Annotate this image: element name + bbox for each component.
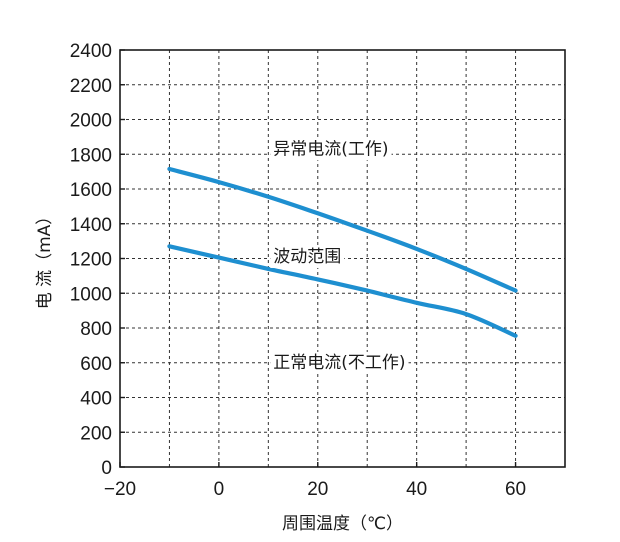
series-lines (167, 166, 518, 338)
y-tick-label: 2200 (70, 76, 112, 97)
y-tick-label: 2000 (70, 111, 112, 132)
x-tick-label: 0 (214, 479, 225, 500)
y-tick-label: 0 (101, 458, 112, 479)
annotation-background (270, 245, 345, 268)
annotation-background (270, 351, 409, 374)
annotation-background (270, 138, 392, 161)
x-tick-label: 60 (505, 479, 526, 500)
annotation-label: 正常电流(不工作) (273, 353, 405, 373)
y-tick-label: 200 (80, 423, 112, 444)
x-axis-title: 周围温度（℃） (282, 514, 403, 534)
x-tick-label: 20 (307, 479, 328, 500)
x-tick-label: −20 (104, 479, 136, 500)
y-tick-label: 1000 (70, 284, 112, 305)
y-tick-label: 600 (80, 354, 112, 375)
abnormal-current-line (167, 166, 518, 293)
y-tick-label: 800 (80, 319, 112, 340)
annotation-label: 异常电流(工作) (273, 139, 388, 159)
x-tick-label: 40 (406, 479, 427, 500)
y-tick-label: 1200 (70, 250, 112, 271)
y-tick-label: 400 (80, 389, 112, 410)
y-tick-label: 1800 (70, 145, 112, 166)
annotation-label: 波动范围 (273, 247, 341, 267)
axis-ticks: 0200400600800100012001400160018002000220… (70, 41, 526, 500)
y-tick-label: 2400 (70, 41, 112, 62)
y-axis-title: 电 流（mA） (35, 208, 55, 310)
normal-current-line (167, 244, 518, 338)
y-tick-label: 1600 (70, 180, 112, 201)
y-tick-label: 1400 (70, 215, 112, 236)
